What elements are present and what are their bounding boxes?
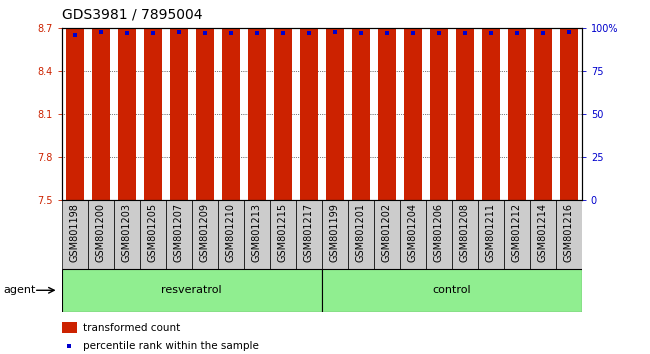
Bar	[322, 269, 582, 312]
Bar	[66, 0, 84, 200]
Bar	[478, 200, 504, 269]
Point	[538, 31, 548, 36]
Bar	[530, 200, 556, 269]
Bar	[88, 200, 114, 269]
Text: GSM801217: GSM801217	[304, 203, 314, 262]
Bar	[274, 0, 292, 200]
Text: agent: agent	[3, 285, 36, 295]
Bar	[222, 0, 240, 200]
Text: GSM801200: GSM801200	[96, 203, 106, 262]
Bar	[62, 322, 77, 333]
Bar	[504, 200, 530, 269]
Bar	[326, 0, 344, 200]
Point	[226, 31, 236, 36]
Bar	[248, 0, 266, 200]
Text: GSM801216: GSM801216	[564, 203, 574, 262]
Point	[408, 31, 418, 36]
Bar	[482, 0, 500, 200]
Text: GSM801209: GSM801209	[200, 203, 210, 262]
Text: GSM801206: GSM801206	[434, 203, 444, 262]
Point	[148, 31, 158, 36]
Bar	[400, 200, 426, 269]
Text: GSM801208: GSM801208	[460, 203, 470, 262]
Point	[330, 29, 340, 35]
Bar	[62, 200, 88, 269]
Text: GSM801199: GSM801199	[330, 203, 340, 262]
Text: GSM801205: GSM801205	[148, 203, 158, 262]
Bar	[270, 200, 296, 269]
Text: GSM801202: GSM801202	[382, 203, 392, 262]
Text: GSM801215: GSM801215	[278, 203, 288, 262]
Bar	[452, 200, 478, 269]
Text: GSM801214: GSM801214	[538, 203, 548, 262]
Bar	[296, 200, 322, 269]
Bar	[244, 200, 270, 269]
Text: GSM801213: GSM801213	[252, 203, 262, 262]
Bar	[118, 0, 136, 200]
Point	[382, 31, 392, 36]
Text: GSM801203: GSM801203	[122, 203, 132, 262]
Bar	[322, 200, 348, 269]
Text: GSM801198: GSM801198	[70, 203, 80, 262]
Bar	[352, 0, 370, 200]
Point	[356, 31, 366, 36]
Text: GSM801211: GSM801211	[486, 203, 496, 262]
Text: GDS3981 / 7895004: GDS3981 / 7895004	[62, 7, 202, 21]
Point	[174, 29, 184, 35]
Bar	[378, 0, 396, 200]
Bar	[534, 0, 552, 200]
Text: GSM801201: GSM801201	[356, 203, 366, 262]
Text: GSM801210: GSM801210	[226, 203, 236, 262]
Bar	[192, 200, 218, 269]
Bar	[140, 200, 166, 269]
Bar	[404, 0, 422, 200]
Bar	[218, 200, 244, 269]
Bar	[114, 200, 140, 269]
Text: percentile rank within the sample: percentile rank within the sample	[83, 341, 259, 351]
Bar	[560, 0, 578, 200]
Bar	[300, 0, 318, 200]
Point	[200, 31, 210, 36]
Bar	[508, 0, 526, 200]
Point	[319, 263, 330, 268]
Bar	[556, 200, 582, 269]
Bar	[348, 200, 374, 269]
Bar	[144, 0, 162, 200]
Bar	[426, 200, 452, 269]
Point	[122, 31, 132, 36]
Bar	[166, 200, 192, 269]
Point	[278, 31, 288, 36]
Bar	[196, 0, 214, 200]
Point	[512, 31, 522, 36]
Point	[70, 32, 80, 38]
Point	[304, 31, 314, 36]
Bar	[456, 0, 474, 200]
Text: GSM801212: GSM801212	[512, 203, 522, 262]
Text: GSM801207: GSM801207	[174, 203, 184, 262]
Text: GSM801204: GSM801204	[408, 203, 418, 262]
Bar	[430, 0, 448, 200]
Text: control: control	[432, 285, 471, 295]
Text: resveratrol: resveratrol	[161, 285, 222, 295]
Point	[564, 29, 574, 35]
Point	[252, 31, 262, 36]
Point	[96, 29, 106, 35]
Bar	[170, 0, 188, 200]
Text: transformed count: transformed count	[83, 323, 181, 333]
Bar	[62, 269, 322, 312]
Bar	[92, 0, 110, 200]
Point	[460, 31, 470, 36]
Point	[434, 31, 444, 36]
Bar	[374, 200, 400, 269]
Point	[486, 31, 496, 36]
